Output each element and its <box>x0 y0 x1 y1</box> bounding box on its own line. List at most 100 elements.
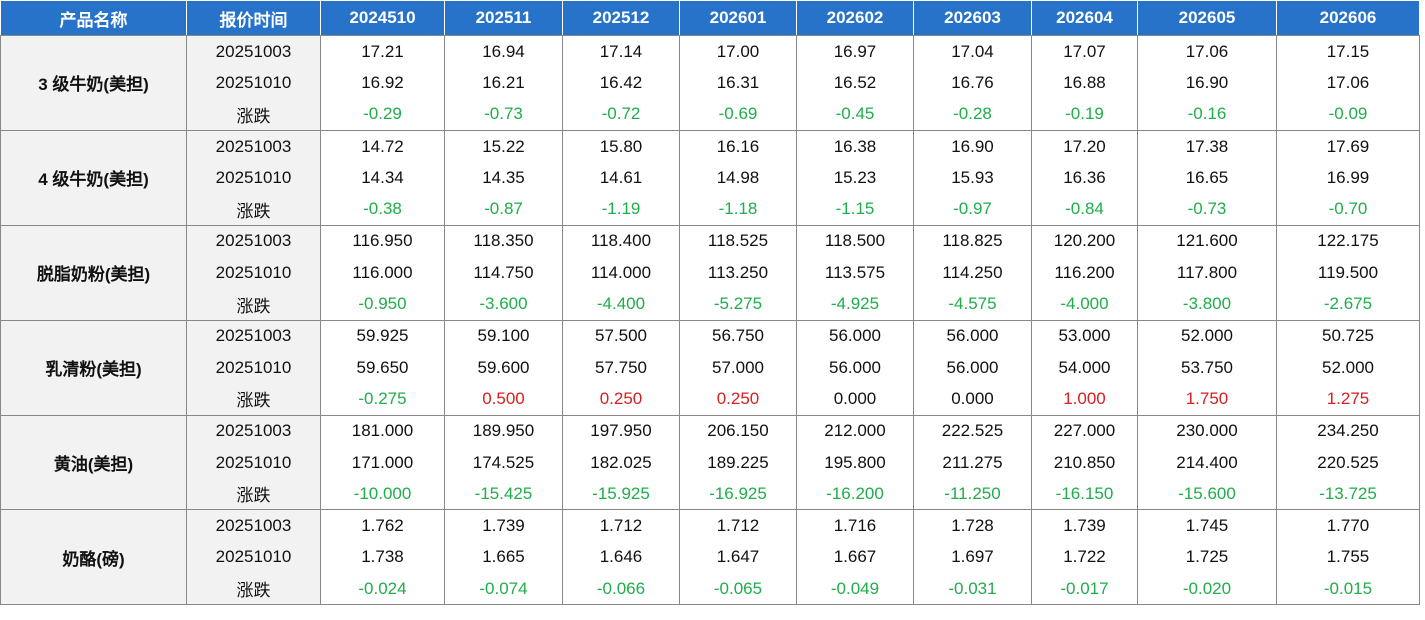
value-cell: 1.725 <box>1137 541 1277 574</box>
value-cell: -0.38 <box>320 193 445 226</box>
value-cell: 16.88 <box>1031 67 1138 99</box>
value-cell: 116.200 <box>1031 257 1138 289</box>
value-cell: 230.000 <box>1137 415 1277 447</box>
value-cell: 16.76 <box>913 67 1032 99</box>
product-name: 黄油(美担) <box>0 415 187 511</box>
value-cell: 56.000 <box>796 320 914 352</box>
value-cell: 118.525 <box>679 225 797 258</box>
value-cell: 210.850 <box>1031 446 1138 479</box>
row-label: 20251003 <box>186 320 321 352</box>
value-cell: 1.739 <box>1031 509 1138 542</box>
row-label: 20251003 <box>186 35 321 68</box>
value-cell: -0.16 <box>1137 98 1277 131</box>
value-cell: 14.72 <box>320 130 445 163</box>
value-cell: 59.925 <box>320 320 445 352</box>
value-cell: 116.000 <box>320 257 445 289</box>
table-row: 涨跌 -10.000 -15.425 -15.925 -16.925 -16.200 -11… <box>1 478 1420 511</box>
table-row: 3 级牛奶(美担) 20251003 17.21 16.94 17.14 17.00 16.… <box>0 35 1420 131</box>
value-cell: -0.09 <box>1276 98 1420 131</box>
value-cell: 57.000 <box>679 351 797 384</box>
header-cell: 202511 <box>444 0 563 36</box>
value-cell: -4.575 <box>913 288 1032 321</box>
header-cell: 202603 <box>913 0 1032 36</box>
value-cell: 1.665 <box>444 541 563 574</box>
value-cell: 197.950 <box>562 415 680 447</box>
value-cell: 1.697 <box>913 541 1032 574</box>
value-cell: -1.15 <box>796 193 914 226</box>
value-cell: 113.250 <box>679 257 797 289</box>
value-cell: -4.000 <box>1031 288 1138 321</box>
value-cell: 15.23 <box>796 162 914 194</box>
value-cell: -0.065 <box>679 573 797 606</box>
value-cell: 1.738 <box>320 541 445 574</box>
header-cell: 202602 <box>796 0 914 36</box>
value-cell: 0.250 <box>679 383 797 416</box>
value-cell: -3.600 <box>444 288 563 321</box>
value-cell: 16.21 <box>444 67 563 99</box>
value-cell: -0.015 <box>1276 573 1420 606</box>
value-cell: 59.100 <box>444 320 563 352</box>
value-cell: 117.800 <box>1137 257 1277 289</box>
value-cell: 16.99 <box>1276 162 1420 194</box>
row-label: 涨跌 <box>186 383 321 416</box>
value-cell: 16.31 <box>679 67 797 99</box>
value-cell: 56.750 <box>679 320 797 352</box>
value-cell: 17.07 <box>1031 35 1138 68</box>
value-cell: 59.600 <box>444 351 563 384</box>
value-cell: 206.150 <box>679 415 797 447</box>
value-cell: 121.600 <box>1137 225 1277 258</box>
value-cell: 211.275 <box>913 446 1032 479</box>
table-row: 涨跌 -0.38 -0.87 -1.19 -1.18 -1.15 -0.97 -0.84 -0.… <box>1 193 1420 226</box>
table-row: 20251010 59.650 59.600 57.750 57.000 56.000 56… <box>1 351 1420 384</box>
value-cell: 16.36 <box>1031 162 1138 194</box>
value-cell: 195.800 <box>796 446 914 479</box>
value-cell: 16.94 <box>444 35 563 68</box>
table-row: 20251010 171.000 174.525 182.025 189.225 195.… <box>1 446 1420 479</box>
value-cell: -0.19 <box>1031 98 1138 131</box>
table-row: 20251010 16.92 16.21 16.42 16.31 16.52 16.76 16… <box>1 67 1420 99</box>
table-body: 3 级牛奶(美担) 20251003 17.21 16.94 17.14 17.00 16.… <box>0 35 1420 606</box>
value-cell: -0.017 <box>1031 573 1138 606</box>
value-cell: 52.000 <box>1137 320 1277 352</box>
table-row: 黄油(美担) 20251003 181.000 189.950 197.950 206.1… <box>0 415 1420 511</box>
value-cell: 16.52 <box>796 67 914 99</box>
value-cell: 1.722 <box>1031 541 1138 574</box>
table-row: 奶酪(磅) 20251003 1.762 1.739 1.712 1.712 1.716 1.… <box>0 509 1420 606</box>
value-cell: 1.770 <box>1276 509 1420 542</box>
value-cell: -0.45 <box>796 98 914 131</box>
value-cell: 16.92 <box>320 67 445 99</box>
value-cell: 14.35 <box>444 162 563 194</box>
value-cell: 234.250 <box>1276 415 1420 447</box>
value-cell: 14.34 <box>320 162 445 194</box>
table-row: 20251010 14.34 14.35 14.61 14.98 15.23 15.93 16… <box>1 162 1420 194</box>
value-cell: 1.667 <box>796 541 914 574</box>
row-label: 涨跌 <box>186 193 321 226</box>
header-cell: 202604 <box>1031 0 1138 36</box>
value-cell: 182.025 <box>562 446 680 479</box>
value-cell: -16.150 <box>1031 478 1138 511</box>
value-cell: 181.000 <box>320 415 445 447</box>
table-row: 4 级牛奶(美担) 20251003 14.72 15.22 15.80 16.16 16.… <box>0 130 1420 226</box>
value-cell: 50.725 <box>1276 320 1420 352</box>
value-cell: 59.650 <box>320 351 445 384</box>
value-cell: -0.97 <box>913 193 1032 226</box>
value-cell: -16.200 <box>796 478 914 511</box>
table-row: 20251010 116.000 114.750 114.000 113.250 113.… <box>1 257 1420 289</box>
value-cell: 189.225 <box>679 446 797 479</box>
value-cell: 15.93 <box>913 162 1032 194</box>
table-row: 涨跌 -0.950 -3.600 -4.400 -5.275 -4.925 -4.575 -4… <box>1 288 1420 321</box>
value-cell: 56.000 <box>913 320 1032 352</box>
header-cell: 202605 <box>1137 0 1277 36</box>
value-cell: -4.400 <box>562 288 680 321</box>
value-cell: 1.275 <box>1276 383 1420 416</box>
value-cell: 1.750 <box>1137 383 1277 416</box>
row-label: 20251010 <box>186 446 321 479</box>
value-cell: 17.06 <box>1137 35 1277 68</box>
table-row: 涨跌 -0.024 -0.074 -0.066 -0.065 -0.049 -0.031 -0… <box>1 573 1420 606</box>
value-cell: 114.750 <box>444 257 563 289</box>
value-cell: 118.825 <box>913 225 1032 258</box>
row-label: 涨跌 <box>186 288 321 321</box>
value-cell: 17.04 <box>913 35 1032 68</box>
product-name: 4 级牛奶(美担) <box>0 130 187 226</box>
product-name: 乳清粉(美担) <box>0 320 187 416</box>
